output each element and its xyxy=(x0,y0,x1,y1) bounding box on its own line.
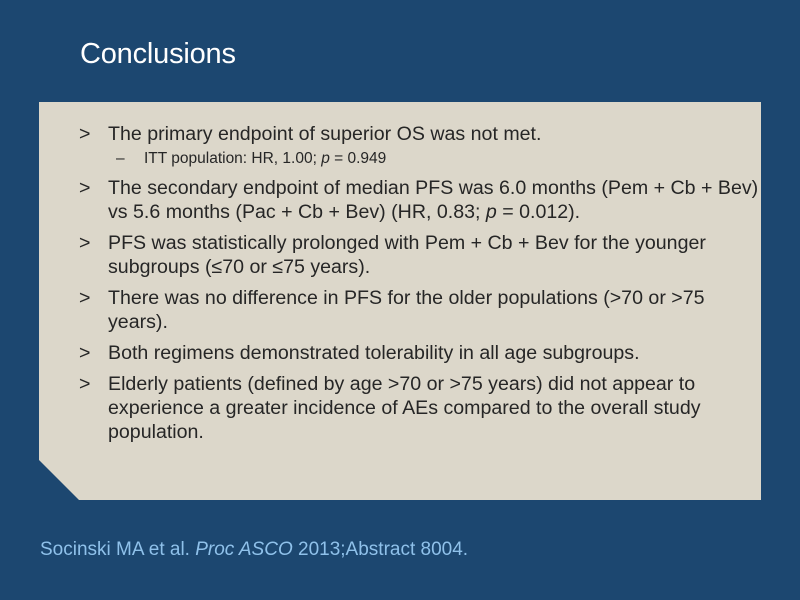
bullet-list: > The primary endpoint of superior OS wa… xyxy=(79,122,759,451)
bullet-marker: > xyxy=(79,287,91,309)
bullet-p-symbol: p xyxy=(485,201,497,223)
bullet-elderly-patients: > Elderly patients (defined by age >70 o… xyxy=(79,372,759,444)
bullet-text: The primary endpoint of superior OS was … xyxy=(108,123,542,145)
bullet-primary-endpoint: > The primary endpoint of superior OS wa… xyxy=(79,122,759,169)
sub-bullet-prefix: ITT population: HR, 1.00; xyxy=(144,150,322,167)
bullet-marker: > xyxy=(79,177,91,199)
bullet-marker: > xyxy=(79,123,91,145)
citation-details: 2013;Abstract 8004. xyxy=(292,539,469,560)
content-panel: > The primary endpoint of superior OS wa… xyxy=(39,102,761,500)
citation-authors: Socinski MA et al. xyxy=(40,539,196,560)
citation-journal: Proc ASCO xyxy=(195,539,293,560)
bullet-no-difference: > There was no difference in PFS for the… xyxy=(79,286,759,334)
citation: Socinski MA et al. Proc ASCO 2013;Abstra… xyxy=(40,538,468,562)
bullet-tolerability: > Both regimens demonstrated tolerabilit… xyxy=(79,341,759,365)
sub-bullet-marker: – xyxy=(116,150,125,167)
bullet-marker: > xyxy=(79,373,91,395)
sub-bullet-itt: – ITT population: HR, 1.00; p = 0.949 xyxy=(108,148,759,169)
bullet-marker: > xyxy=(79,342,91,364)
bullet-marker: > xyxy=(79,232,91,254)
slide-title: Conclusions xyxy=(80,38,236,70)
bullet-text: Both regimens demonstrated tolerability … xyxy=(108,342,640,364)
sub-bullet-p-symbol: p xyxy=(321,150,330,167)
bullet-text-prefix: The secondary endpoint of median PFS was… xyxy=(108,177,759,223)
bullet-text: PFS was statistically prolonged with Pem… xyxy=(108,232,706,278)
bullet-secondary-endpoint: > The secondary endpoint of median PFS w… xyxy=(79,176,759,224)
bullet-pfs-prolonged: > PFS was statistically prolonged with P… xyxy=(79,231,759,279)
bullet-text: There was no difference in PFS for the o… xyxy=(108,287,705,333)
bullet-text-suffix: = 0.012). xyxy=(496,201,581,223)
bullet-text: Elderly patients (defined by age >70 or … xyxy=(108,373,701,443)
sub-bullet-suffix: = 0.949 xyxy=(329,150,387,167)
